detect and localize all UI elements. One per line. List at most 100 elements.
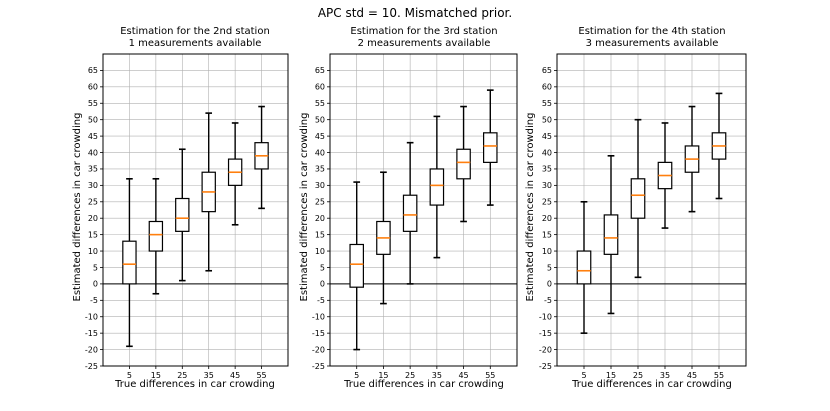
panel-title-line1: Estimation for the 4th station: [578, 26, 725, 37]
x-tick-label: 45: [230, 371, 240, 380]
axes-frame: [329, 53, 518, 367]
box-body: [122, 240, 137, 285]
y-axis-label: Estimated differences in car crowding: [525, 113, 536, 302]
x-tick-label: 15: [378, 371, 388, 380]
panel-title-line1: Estimation for the 2nd station: [120, 26, 270, 37]
y-tick-label: 35: [88, 165, 98, 174]
y-tick-label: -25: [85, 362, 98, 371]
y-tick-label: 25: [542, 198, 552, 207]
box-35: [657, 122, 673, 229]
y-tick-label: 65: [88, 66, 98, 75]
axes-frame: [556, 53, 747, 367]
y-tick-label: 5: [320, 263, 325, 272]
plot-area: -25 -20 -15 -10 -5 0 5 10 15 20 25 30 35 40 45 50 55 60 65…: [539, 53, 747, 380]
panel-3rd-station: Estimation for the 3rd station 2 measure…: [299, 26, 518, 390]
box-35: [201, 112, 216, 272]
y-tick-label: 20: [88, 214, 98, 223]
box-body: [175, 197, 190, 232]
x-tick-label: 25: [633, 371, 643, 380]
x-tick-label: 5: [354, 371, 359, 380]
panel-title-line2: 2 measurements available: [358, 38, 491, 49]
y-tick-label: -5: [317, 296, 325, 305]
box-5: [349, 181, 364, 351]
y-tick-label: 5: [93, 263, 98, 272]
y-tick-label: -20: [85, 345, 98, 354]
y-tick-label: -5: [90, 296, 98, 305]
y-tick-label: 0: [320, 280, 325, 289]
box-55: [483, 89, 498, 206]
box-55: [711, 92, 727, 200]
y-tick-label: 20: [542, 214, 552, 223]
y-tick-label: 65: [542, 66, 552, 75]
box-25: [175, 148, 190, 282]
panel-2nd-station: Estimation for the 2nd station 1 measure…: [72, 26, 289, 390]
x-axis-label: True differences in car crowding: [114, 379, 275, 390]
box-55: [254, 105, 269, 210]
y-tick-label: 60: [88, 83, 98, 92]
plot-area: -25 -20 -15 -10 -5 0 5 10 15 20 25 30 35 40 45 50 55 60 65…: [85, 53, 289, 380]
y-tick-label: 10: [542, 247, 552, 256]
plot-area: -25 -20 -15 -10 -5 0 5 10 15 20 25 30 35 40 45 50 55 60 65…: [312, 53, 518, 380]
panel-title-line2: 1 measurements available: [129, 38, 262, 49]
y-tick-label: 0: [547, 280, 552, 289]
box-body: [630, 178, 646, 219]
y-tick-label: 30: [315, 181, 325, 190]
panel-title-line2: 3 measurements available: [586, 38, 719, 49]
y-tick-label: 55: [88, 99, 98, 108]
x-tick-label: 5: [581, 371, 586, 380]
x-tick-label: 35: [204, 371, 214, 380]
x-tick-label: 45: [687, 371, 697, 380]
y-tick-label: 50: [315, 115, 325, 124]
y-tick-label: -25: [539, 362, 552, 371]
box-45: [684, 105, 700, 213]
y-tick-label: 0: [93, 280, 98, 289]
y-tick-label: 65: [315, 66, 325, 75]
y-tick-label: 45: [315, 132, 325, 141]
y-tick-label: -20: [539, 345, 552, 354]
x-tick-label: 35: [432, 371, 442, 380]
y-tick-label: 50: [542, 115, 552, 124]
y-tick-label: 10: [315, 247, 325, 256]
x-tick-label: 55: [714, 371, 724, 380]
y-tick-label: 25: [315, 198, 325, 207]
box-45: [456, 105, 471, 223]
x-axis-label: True differences in car crowding: [343, 379, 504, 390]
box-15: [376, 171, 391, 305]
y-tick-label: 60: [542, 83, 552, 92]
x-tick-label: 55: [485, 371, 495, 380]
figure-suptitle: APC std = 10. Mismatched prior.: [318, 6, 512, 20]
x-tick-label: 45: [458, 371, 468, 380]
y-tick-label: 35: [315, 165, 325, 174]
y-axis-label: Estimated differences in car crowding: [299, 113, 310, 302]
y-tick-label: 5: [547, 263, 552, 272]
y-axis-label: Estimated differences in car crowding: [72, 113, 83, 302]
y-tick-label: 25: [88, 198, 98, 207]
y-tick-label: 55: [542, 99, 552, 108]
y-tick-label: -15: [85, 329, 98, 338]
panel-4th-station: Estimation for the 4th station 3 measure…: [525, 26, 747, 390]
y-tick-label: 20: [315, 214, 325, 223]
y-tick-label: 55: [315, 99, 325, 108]
y-tick-label: -20: [312, 345, 325, 354]
box-45: [227, 122, 243, 226]
x-tick-label: 5: [127, 371, 132, 380]
y-tick-label: -15: [539, 329, 552, 338]
y-tick-label: 40: [88, 148, 98, 157]
y-tick-label: 30: [88, 181, 98, 190]
x-tick-label: 55: [256, 371, 266, 380]
box-25: [630, 118, 646, 279]
box-body: [483, 132, 498, 163]
box-15: [603, 155, 619, 315]
y-tick-label: -10: [312, 313, 325, 322]
box-35: [429, 115, 445, 259]
x-axis-label: True differences in car crowding: [571, 379, 732, 390]
box-5: [122, 178, 137, 348]
y-tick-label: -10: [85, 313, 98, 322]
box-25: [402, 141, 418, 285]
y-tick-label: -25: [312, 362, 325, 371]
y-tick-label: 40: [315, 148, 325, 157]
x-tick-label: 25: [405, 371, 415, 380]
box-body: [456, 148, 471, 180]
y-tick-label: 50: [88, 115, 98, 124]
